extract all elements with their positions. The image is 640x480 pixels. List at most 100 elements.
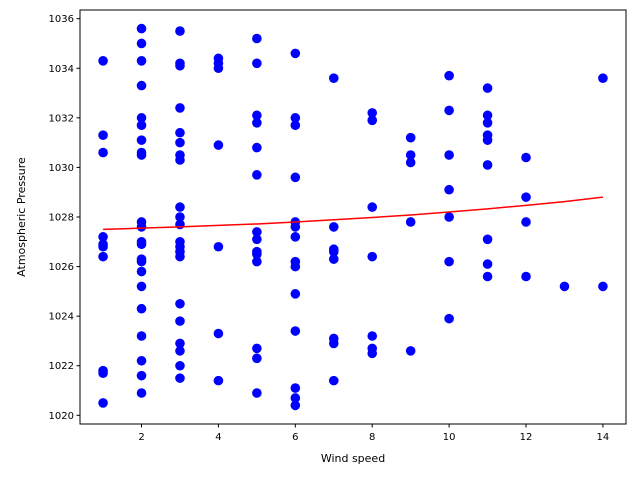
data-point (136, 355, 147, 366)
x-tick-label: 2 (138, 432, 144, 443)
data-point (136, 80, 147, 91)
data-point (252, 388, 262, 398)
data-point (482, 234, 493, 245)
y-tick-label: 1022 (49, 361, 74, 372)
data-point (98, 232, 108, 242)
data-point (175, 219, 185, 230)
data-point (98, 241, 108, 252)
data-point (598, 73, 608, 83)
data-point (290, 393, 301, 403)
data-point (290, 232, 301, 242)
data-point (136, 266, 147, 277)
data-point (521, 192, 531, 202)
y-tick-label: 1030 (49, 163, 74, 174)
data-point (252, 353, 262, 364)
data-point (290, 383, 301, 393)
data-point (175, 155, 185, 165)
data-point (252, 170, 262, 180)
data-point (405, 150, 416, 160)
data-point (521, 271, 531, 282)
data-point (136, 303, 147, 314)
data-point (328, 222, 339, 232)
data-point (482, 271, 493, 282)
data-point (559, 281, 570, 292)
data-point (252, 33, 262, 44)
data-point (290, 48, 301, 59)
data-point (252, 249, 262, 259)
data-point (367, 108, 378, 118)
data-point (175, 127, 185, 138)
data-point (98, 147, 108, 158)
data-point (175, 202, 185, 212)
data-point (252, 227, 262, 237)
data-point (252, 142, 262, 153)
data-point (98, 251, 108, 262)
data-point (367, 202, 378, 212)
data-point (444, 256, 454, 267)
data-point (482, 160, 493, 170)
x-tick-label: 12 (520, 432, 533, 443)
data-point (444, 150, 454, 160)
data-point (252, 256, 262, 267)
data-point (136, 256, 147, 267)
data-point (136, 113, 147, 123)
data-point (213, 241, 224, 252)
data-point (290, 326, 301, 336)
data-point (213, 140, 224, 150)
x-tick-label: 10 (443, 432, 456, 443)
data-point (521, 217, 531, 227)
data-point (136, 388, 147, 398)
y-axis: 1020 1022 1024 1026 1028 1030 1032 1034 1036 (49, 14, 80, 422)
data-point (444, 212, 454, 222)
data-point (328, 338, 339, 349)
data-point (328, 73, 339, 83)
data-point (290, 289, 301, 299)
x-axis-label: Wind speed (321, 452, 385, 465)
data-point (175, 26, 185, 36)
x-tick-label: 8 (369, 432, 375, 443)
y-tick-label: 1034 (49, 64, 74, 75)
data-point (290, 172, 301, 183)
data-point (405, 217, 416, 227)
x-tick-label: 6 (292, 432, 298, 443)
data-point (290, 113, 301, 123)
data-point (290, 400, 301, 411)
data-point (405, 346, 416, 356)
data-point (175, 316, 185, 326)
y-tick-label: 1028 (49, 213, 74, 224)
y-axis-label: Atmospheric Pressure (15, 157, 28, 277)
data-point (98, 56, 108, 66)
y-tick-label: 1026 (49, 262, 74, 273)
data-point (405, 157, 416, 168)
data-point (328, 246, 339, 257)
data-point (252, 58, 262, 69)
data-point (98, 368, 108, 378)
data-point (175, 338, 185, 349)
data-point (175, 103, 185, 113)
data-point (328, 254, 339, 264)
x-tick-label: 14 (597, 432, 610, 443)
y-tick-label: 1020 (49, 411, 74, 422)
data-point (482, 259, 493, 269)
data-point (175, 251, 185, 262)
data-point (482, 135, 493, 145)
data-point (98, 130, 108, 140)
data-point (521, 152, 531, 163)
data-point (175, 298, 185, 309)
data-point (136, 222, 147, 232)
data-point (367, 348, 378, 359)
data-point (213, 328, 224, 339)
data-point (444, 184, 454, 195)
data-point (136, 56, 147, 66)
data-point (444, 313, 454, 324)
data-point (252, 343, 262, 354)
data-point (290, 261, 301, 272)
data-point (405, 132, 416, 143)
data-point (290, 222, 301, 232)
data-point (136, 331, 147, 341)
data-point (175, 212, 185, 222)
data-point (136, 38, 147, 49)
data-point (136, 370, 147, 381)
data-point (252, 110, 262, 121)
data-point (175, 137, 185, 148)
